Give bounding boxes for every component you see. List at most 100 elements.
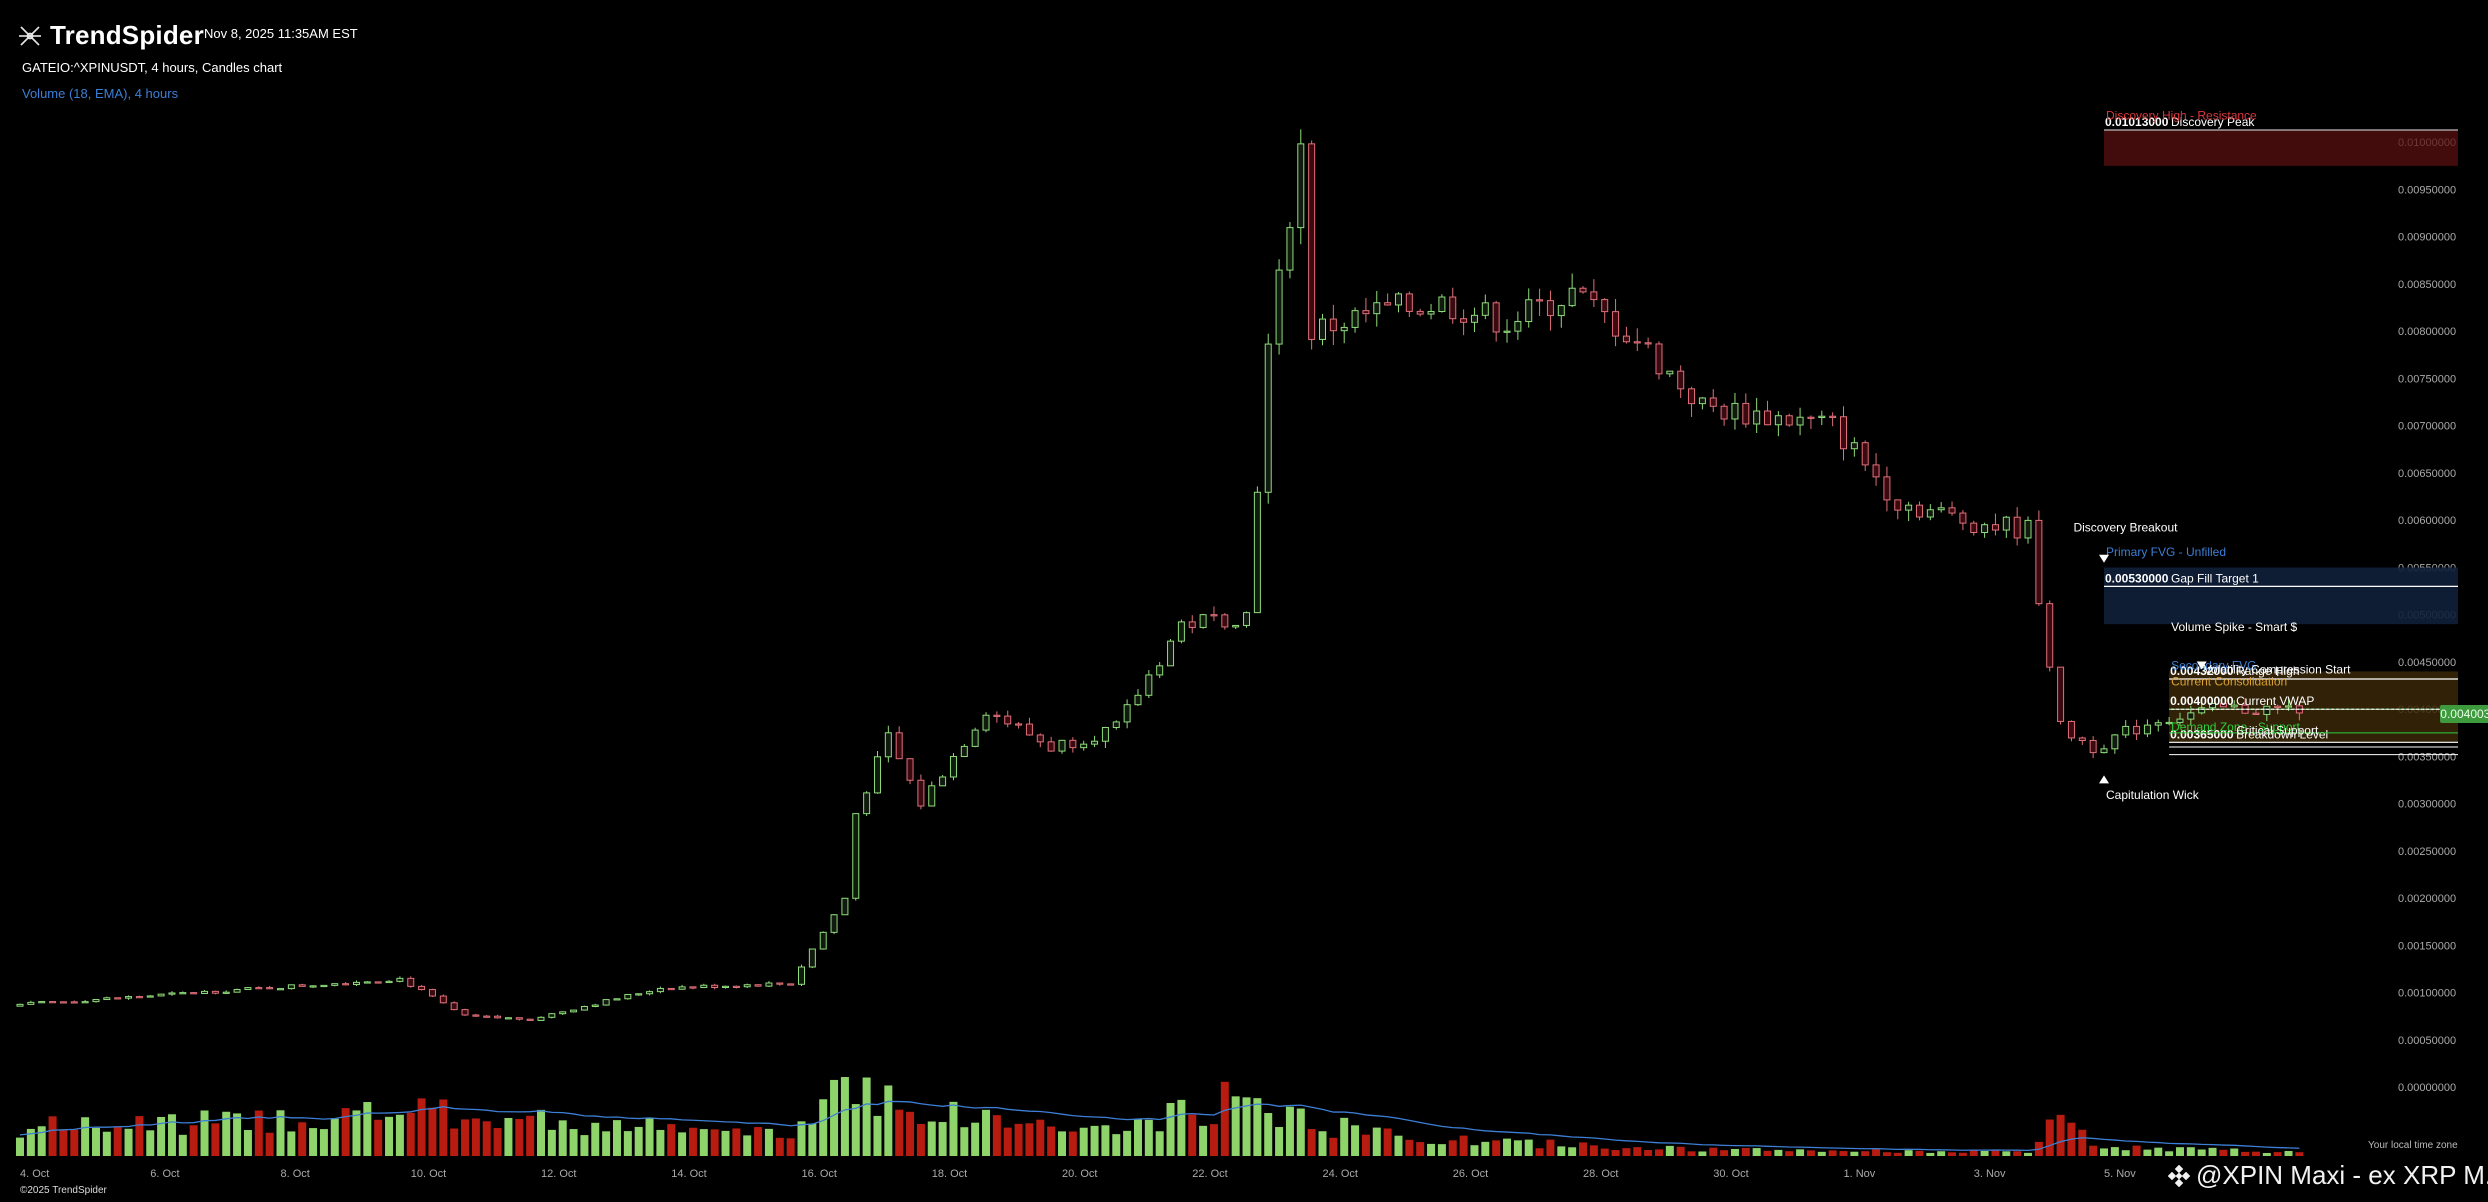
volume-legend[interactable]: Volume (18, EMA), 4 hours bbox=[22, 86, 179, 101]
volume-bar bbox=[2262, 1152, 2271, 1156]
volume-bar bbox=[547, 1129, 556, 1156]
y-tick-label: 0.00800000 bbox=[2398, 326, 2456, 338]
candle-body bbox=[1481, 302, 1489, 316]
annotations-layer: Discovery High - Resistance Discovery Bre… bbox=[2073, 109, 2351, 802]
volume-bar bbox=[2186, 1147, 2195, 1156]
candle-body bbox=[1991, 524, 1999, 531]
candle-body bbox=[613, 998, 621, 1001]
volume-bar bbox=[1014, 1123, 1023, 1156]
volume-bar bbox=[2121, 1150, 2130, 1156]
y-tick-label: 0.00450000 bbox=[2398, 657, 2456, 669]
volume-bar bbox=[2024, 1152, 2033, 1156]
volume-bar bbox=[2078, 1129, 2087, 1156]
volume-bar bbox=[1557, 1146, 1566, 1156]
x-tick-label: 30. Oct bbox=[1713, 1168, 1748, 1180]
volume-bar bbox=[1264, 1113, 1273, 1156]
volume-bar bbox=[450, 1128, 459, 1156]
candle-body bbox=[114, 997, 122, 1000]
candle-body bbox=[494, 1015, 502, 1019]
volume-bar bbox=[634, 1126, 643, 1156]
volume-bar bbox=[2295, 1152, 2304, 1156]
candle-body bbox=[906, 758, 914, 781]
breakout-arrow-icon bbox=[2099, 554, 2109, 563]
volume-bar bbox=[862, 1077, 871, 1156]
volume-bar bbox=[1383, 1128, 1392, 1156]
volume-bar bbox=[1579, 1142, 1587, 1156]
volume-bar bbox=[1622, 1148, 1631, 1156]
level-name-label: Breakdown Level bbox=[2236, 727, 2328, 741]
candle-body bbox=[266, 987, 274, 990]
candle-body bbox=[743, 984, 751, 988]
volume-bar bbox=[1068, 1131, 1077, 1156]
candle-body bbox=[1666, 370, 1674, 375]
candle-body bbox=[1850, 442, 1858, 450]
volume-bar bbox=[526, 1115, 535, 1156]
level-price-label: 0.00365000 bbox=[2170, 727, 2234, 741]
volume-bar bbox=[764, 1128, 773, 1156]
volume-bar bbox=[309, 1128, 318, 1156]
candle-body bbox=[2013, 516, 2021, 539]
candle-body bbox=[1319, 318, 1326, 340]
volume-bar bbox=[569, 1129, 578, 1156]
candle-body bbox=[678, 986, 686, 990]
candle-body bbox=[374, 981, 382, 984]
volume-bar bbox=[135, 1116, 144, 1156]
candle-body bbox=[939, 776, 947, 787]
candle-body bbox=[602, 999, 610, 1006]
volume-bar bbox=[157, 1117, 166, 1156]
copyright-text: ©2025 TrendSpider bbox=[20, 1185, 107, 1196]
volume-bar bbox=[2241, 1151, 2250, 1156]
volume-bar bbox=[1340, 1117, 1349, 1156]
volume-bar bbox=[189, 1125, 198, 1156]
candle-body bbox=[298, 984, 306, 987]
brand-logo[interactable]: TrendSpider bbox=[18, 20, 204, 51]
candle-body bbox=[1167, 640, 1175, 667]
x-tick-label: 6. Oct bbox=[150, 1168, 179, 1180]
candle-body bbox=[331, 983, 339, 986]
zones-layer bbox=[2104, 129, 2458, 743]
candle-body bbox=[2089, 739, 2097, 754]
volume-bar bbox=[461, 1119, 470, 1156]
volume-bar bbox=[113, 1127, 122, 1156]
y-tick-label: 0.00200000 bbox=[2398, 893, 2456, 905]
symbol-legend[interactable]: GATEIO:^XPINUSDT, 4 hours, Candles chart bbox=[22, 60, 283, 75]
volume-bar bbox=[48, 1116, 57, 1156]
volume-bar bbox=[1047, 1126, 1056, 1156]
volume-bar bbox=[385, 1116, 394, 1156]
candle-body bbox=[81, 1001, 89, 1004]
candle-body bbox=[570, 1009, 578, 1013]
candle-body bbox=[1774, 415, 1782, 426]
volume-bar bbox=[1698, 1151, 1707, 1156]
candle-body bbox=[841, 897, 849, 916]
volume-bar bbox=[319, 1129, 328, 1156]
volume-bar bbox=[374, 1119, 383, 1156]
volume-bar bbox=[558, 1120, 567, 1156]
candle-body bbox=[1145, 674, 1153, 696]
volume-bar bbox=[775, 1137, 784, 1156]
volume-bar bbox=[1036, 1119, 1045, 1156]
volume-bar bbox=[167, 1114, 176, 1156]
volume-bar bbox=[1231, 1096, 1240, 1156]
volume-bar bbox=[233, 1113, 242, 1156]
candle-body bbox=[635, 993, 643, 996]
volume-bar bbox=[1133, 1119, 1142, 1156]
volume-bar bbox=[1926, 1152, 1935, 1156]
candle-body bbox=[2035, 519, 2043, 605]
volume-bar bbox=[2197, 1149, 2206, 1156]
volatility-compression-label: Volatility Compression Start bbox=[2204, 662, 2351, 676]
volume-bar bbox=[851, 1104, 860, 1156]
candle-body bbox=[146, 995, 154, 998]
volume-bar bbox=[363, 1102, 372, 1156]
candle-body bbox=[2274, 705, 2282, 708]
primary-fvg-label: Primary FVG - Unfilled bbox=[2106, 545, 2226, 559]
volume-bar bbox=[1058, 1131, 1066, 1156]
volume-bar bbox=[1752, 1148, 1761, 1156]
volume-bar bbox=[1958, 1152, 1967, 1156]
volume-bar bbox=[1730, 1148, 1739, 1156]
candle-body bbox=[798, 966, 805, 985]
timezone-label[interactable]: Your local time zone bbox=[2368, 1140, 2458, 1151]
candle-body bbox=[1047, 741, 1055, 752]
volume-bar bbox=[1720, 1150, 1729, 1156]
